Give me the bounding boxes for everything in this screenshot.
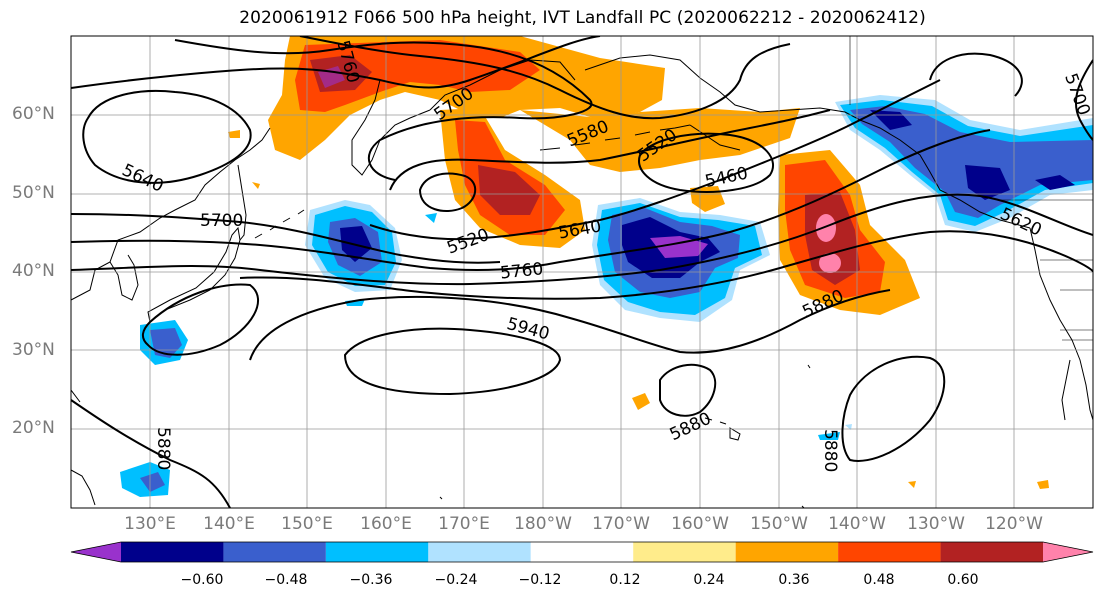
- lon-label: 160°E: [360, 514, 412, 534]
- colorbar-segment: [633, 542, 736, 562]
- colorbar-segment: [121, 542, 224, 562]
- contour-5880-subtropical: [71, 399, 231, 508]
- colorbar-segment: [838, 542, 941, 562]
- contour-5460: [638, 132, 775, 193]
- colorbar-tick-label: −0.36: [349, 572, 393, 588]
- lat-label-50n: 50°N: [12, 183, 55, 203]
- gridlines: [71, 36, 1093, 508]
- contour-label: 5880: [153, 427, 173, 470]
- colorbar-segment: [940, 542, 1043, 562]
- contour-5880-east: [841, 355, 946, 462]
- lon-label: 130°W: [907, 514, 965, 534]
- contour-5520-main: [389, 109, 831, 191]
- colorbar: [70, 541, 1094, 563]
- colorbar-tick-label: −0.48: [264, 572, 308, 588]
- lat-label-20n: 20°N: [12, 418, 55, 438]
- contour-5580: [174, 39, 593, 181]
- contour-5700-ne: [929, 52, 1023, 97]
- contour-5940: [343, 327, 562, 396]
- colorbar-outline: [70, 541, 1094, 563]
- contour-5640-west: [82, 89, 252, 184]
- lon-label: 150°E: [281, 514, 333, 534]
- contour-5700-edge: [1075, 59, 1093, 141]
- contour-5760: [71, 129, 991, 271]
- contour-5880-hawaii: [659, 363, 717, 417]
- coastlines: [71, 54, 1093, 508]
- contour-5880-japan: [142, 283, 260, 356]
- ivt-positive-shading: [228, 36, 1049, 489]
- contour-5880-main: [249, 289, 891, 361]
- contour-5820: [71, 193, 1093, 286]
- map-title: 2020061912 F066 500 hPa height, IVT Land…: [239, 8, 926, 28]
- colorbar-segment: [1043, 542, 1093, 562]
- lon-label: 140°E: [203, 514, 255, 534]
- lon-label: 160°W: [671, 514, 729, 534]
- lon-label: 170°W: [592, 514, 650, 534]
- colorbar-tick-label: −0.12: [518, 572, 562, 588]
- colorbar-tick-label: 0.24: [693, 572, 725, 588]
- colorbar-segment: [530, 542, 634, 562]
- contour-5640: [369, 79, 941, 241]
- contour-label: 5700: [200, 211, 243, 231]
- colorbar-tick-label: 0.48: [863, 572, 895, 588]
- colorbar-tick-label: −0.60: [180, 572, 224, 588]
- colorbar-segment: [223, 542, 326, 562]
- lat-label-30n: 30°N: [12, 340, 55, 360]
- contour-5700-north: [71, 36, 601, 89]
- lon-label: 180°W: [514, 514, 572, 534]
- lon-label: 140°W: [828, 514, 886, 534]
- political-borders: [849, 36, 1093, 341]
- colorbar-segment: [71, 542, 121, 562]
- lat-label-40n: 40°N: [12, 261, 55, 281]
- contour-5880-north: [239, 230, 1093, 300]
- lon-label: 150°W: [750, 514, 808, 534]
- colorbar-tick-label: 0.60: [947, 572, 979, 588]
- colorbar-tick-label: −0.24: [434, 572, 478, 588]
- map-border: [70, 35, 1094, 509]
- lon-label: 120°W: [985, 514, 1043, 534]
- colorbar-tick-label: 0.36: [778, 572, 810, 588]
- colorbar-segment: [325, 542, 429, 562]
- contour-5700-west: [71, 213, 501, 264]
- colorbar-segment: [428, 542, 531, 562]
- contour-5520-arc: [299, 36, 791, 120]
- contour-5520-low: [418, 172, 477, 212]
- contour-label: 5880: [820, 429, 840, 472]
- lon-label: 170°E: [438, 514, 490, 534]
- lon-label: 130°E: [124, 514, 176, 534]
- colorbar-tick-label: 0.12: [609, 572, 641, 588]
- height-contours: [71, 36, 1093, 508]
- contour-label: 5760: [499, 259, 544, 283]
- colorbar-segment: [735, 542, 839, 562]
- lat-label-60n: 60°N: [12, 104, 55, 124]
